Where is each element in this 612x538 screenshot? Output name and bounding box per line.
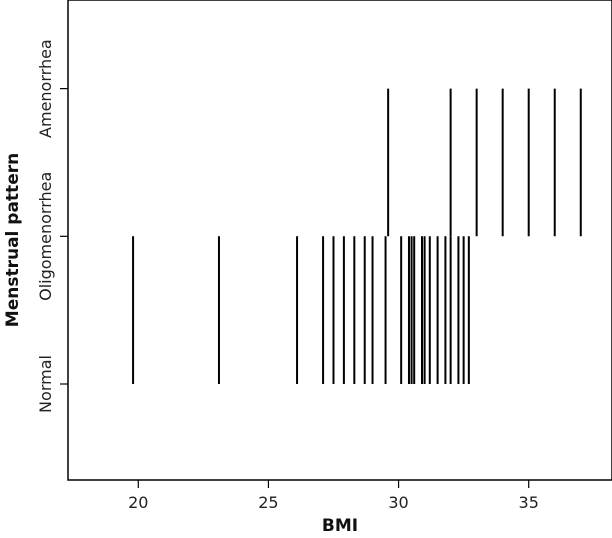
x-tick-label: 30 <box>388 493 408 512</box>
y-tick-label: Oligomenorrhea <box>36 172 55 301</box>
data-marks <box>132 88 582 384</box>
x-axis-title: BMI <box>322 516 358 536</box>
x-tick-label: 25 <box>258 493 278 512</box>
x-tick-label: 20 <box>128 493 148 512</box>
y-axis-title: Menstrual pattern <box>3 153 23 327</box>
y-tick-label: Normal <box>36 355 55 413</box>
x-tick-label: 35 <box>519 493 539 512</box>
y-axis: Normal Oligomenorrhea Amenorrhea <box>36 39 68 413</box>
y-tick-label: Amenorrhea <box>36 39 55 138</box>
plot-frame <box>67 0 612 481</box>
x-axis: 20 25 30 35 <box>128 480 539 512</box>
